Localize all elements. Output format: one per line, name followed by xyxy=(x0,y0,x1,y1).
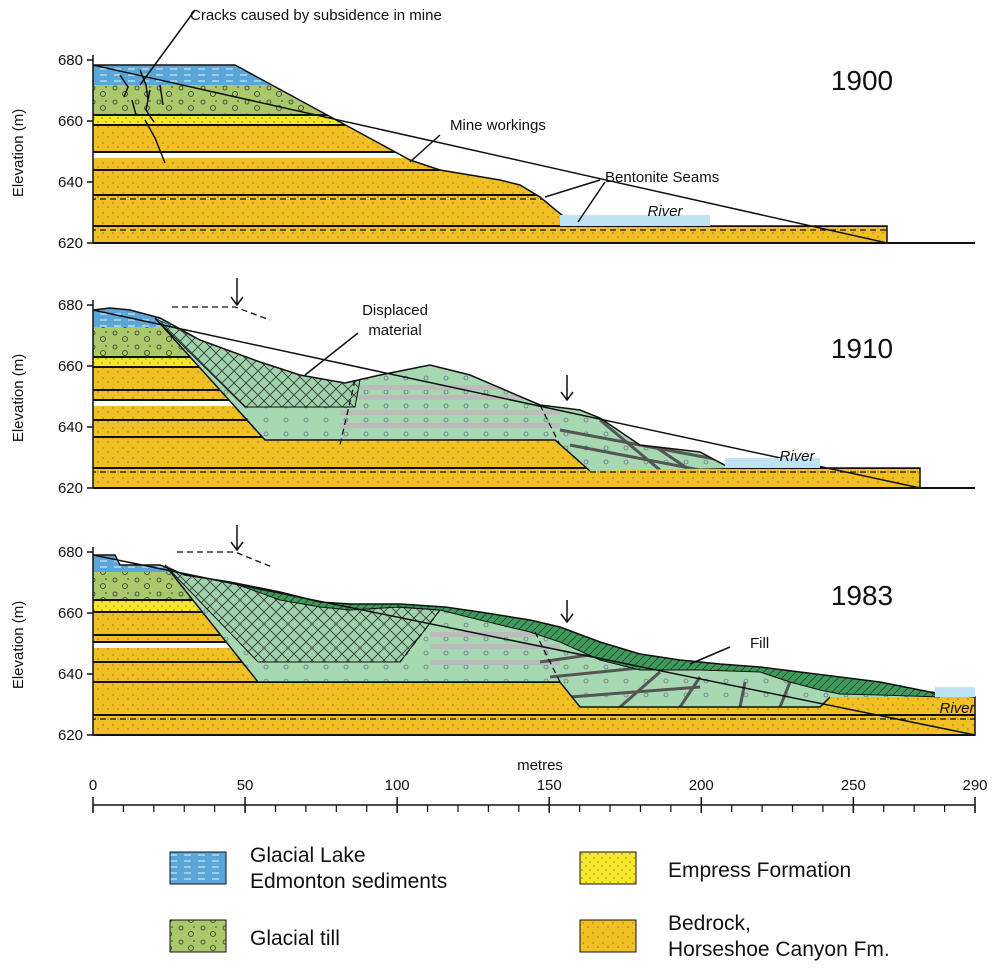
y-tick-label: 620 xyxy=(58,235,83,252)
y-tick-label: 640 xyxy=(58,419,83,436)
label: Bentonite Seams xyxy=(605,169,719,186)
shape xyxy=(93,308,920,327)
shape xyxy=(169,919,227,953)
label-line: Glacial Lake xyxy=(250,844,366,867)
shape xyxy=(230,278,574,402)
y-tick-label: 680 xyxy=(58,52,83,69)
label: Cracks caused by subsidence in mine xyxy=(190,7,442,24)
shape xyxy=(560,215,710,226)
shape xyxy=(340,410,560,415)
shape xyxy=(154,317,591,472)
label-line: material xyxy=(368,322,421,339)
x-axis-label: metres xyxy=(517,757,563,774)
label-line: Empress Formation xyxy=(668,859,851,882)
y-tick-label: 620 xyxy=(58,727,83,744)
label-line: Horseshoe Canyon Fm. xyxy=(668,938,890,961)
y-tick-label: 680 xyxy=(58,297,83,314)
shape xyxy=(339,379,561,446)
river-label: River xyxy=(647,203,683,220)
shape xyxy=(579,851,637,885)
legend-swatches xyxy=(169,851,637,953)
y-tick-label: 620 xyxy=(58,480,83,497)
x-tick-label: 50 xyxy=(237,777,254,794)
shape xyxy=(169,851,227,885)
year: 1900 xyxy=(831,65,893,96)
shape xyxy=(164,564,831,708)
label-line: Displaced xyxy=(362,302,428,319)
panel-1983 xyxy=(92,525,976,736)
y-tick-label: 640 xyxy=(58,666,83,683)
shape xyxy=(92,554,976,736)
x-tick-label: 100 xyxy=(385,777,410,794)
river-label: River xyxy=(939,700,975,717)
shape xyxy=(579,919,637,953)
x-tick-label: 290 xyxy=(962,777,987,794)
shape xyxy=(340,423,560,428)
shape xyxy=(92,64,888,244)
shape xyxy=(725,458,820,468)
shape xyxy=(304,332,359,376)
label-line: Bedrock, xyxy=(668,912,751,935)
label: Mine workings xyxy=(450,117,546,134)
year: 1983 xyxy=(831,580,893,611)
x-tick-label: 200 xyxy=(689,777,714,794)
shape xyxy=(689,646,731,665)
panel-1910 xyxy=(92,278,921,489)
y-tick-label: 680 xyxy=(58,544,83,561)
shape xyxy=(340,395,560,400)
shape xyxy=(935,687,975,697)
river-label: River xyxy=(779,448,815,465)
shape xyxy=(399,609,561,683)
y-axis-label: Elevation (m) xyxy=(10,601,27,689)
shape xyxy=(177,551,273,568)
y-tick-label: 660 xyxy=(58,113,83,130)
y-tick-label: 660 xyxy=(58,605,83,622)
shape xyxy=(430,660,560,665)
shape xyxy=(139,9,606,223)
shape xyxy=(172,306,271,321)
x-tick-label: 250 xyxy=(841,777,866,794)
shape xyxy=(539,650,792,707)
shape xyxy=(119,69,166,164)
x-tick-label: 0 xyxy=(89,777,97,794)
shape xyxy=(93,308,920,488)
x-tick-label: 150 xyxy=(537,777,562,794)
label: Fill xyxy=(750,635,769,652)
shape xyxy=(230,525,574,624)
y-tick-label: 660 xyxy=(58,358,83,375)
y-axis-label: Elevation (m) xyxy=(10,354,27,442)
label-line: Glacial till xyxy=(250,927,340,950)
shape xyxy=(93,555,975,572)
y-tick-label: 640 xyxy=(58,174,83,191)
shape xyxy=(430,644,560,649)
label-line: Edmonton sediments xyxy=(250,870,447,893)
shape xyxy=(430,632,560,637)
y-axis-label: Elevation (m) xyxy=(10,109,27,197)
year: 1910 xyxy=(831,333,893,364)
